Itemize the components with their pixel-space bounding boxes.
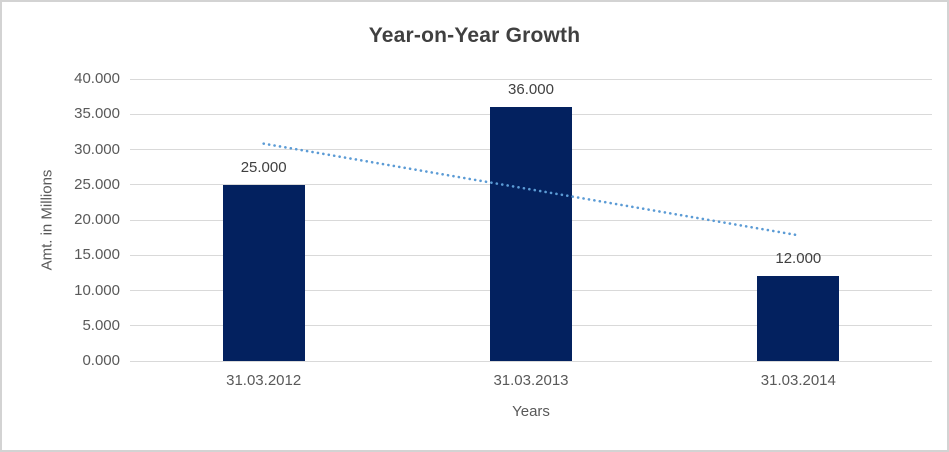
data-label: 36.000 [508,81,554,99]
bar-31.03.2012[interactable] [222,184,305,361]
y-tick-label: 40.000 [74,70,120,87]
data-label: 25.000 [240,158,287,176]
data-label: 12.000 [775,250,822,268]
y-tick-label: 5.000 [82,316,120,334]
x-tick-label: 31.03.2014 [760,372,836,389]
y-tick-label: 20.000 [74,211,120,228]
trendline[interactable] [130,79,932,361]
x-tick-label: 31.03.2013 [493,372,569,389]
trendline-path [262,142,800,237]
x-axis-title: Years [512,403,550,420]
y-tick-label: 0.000 [82,352,120,369]
y-tick-label: 25.000 [74,175,120,193]
data-labels: 25.000 36.000 12.000 [130,79,932,361]
y-tick-label: 15.000 [74,246,120,264]
y-tick-label: 30.000 [74,140,120,158]
x-tick-label: 31.03.2012 [226,372,302,389]
gridline [130,360,932,362]
y-tick-label: 10.000 [74,281,120,299]
plot-area: 25.000 36.000 12.000 [130,78,932,362]
bar-series [130,79,932,361]
gridline [130,78,932,80]
chart-title: Year-on-Year Growth [368,24,581,47]
bar-31.03.2014[interactable] [757,276,840,361]
y-tick-label: 35.000 [74,105,120,123]
bar-31.03.2013[interactable] [490,107,572,361]
